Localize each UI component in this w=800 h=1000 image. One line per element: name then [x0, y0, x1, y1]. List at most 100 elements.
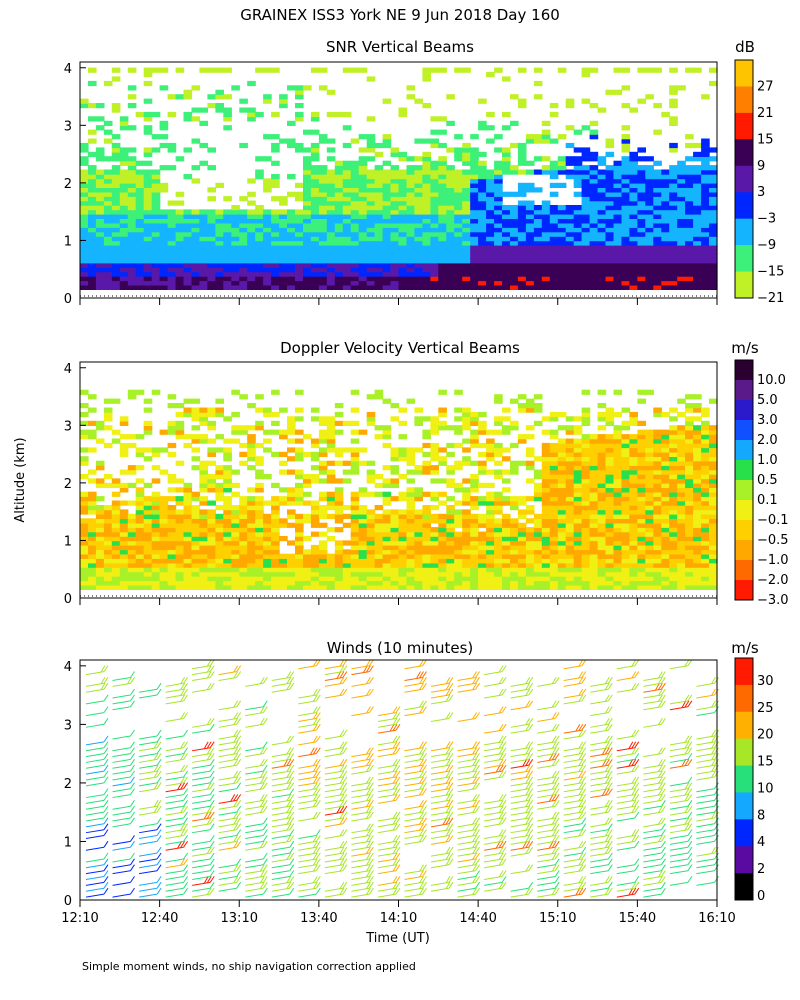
- heatmap-cell: [565, 536, 575, 542]
- heatmap-cell: [462, 178, 471, 184]
- heatmap-cell: [159, 540, 169, 546]
- heatmap-cell: [414, 420, 423, 426]
- heatmap-cell: [95, 205, 105, 211]
- heatmap-cell: [342, 447, 352, 453]
- heatmap-cell: [573, 491, 583, 497]
- heatmap-cell: [517, 407, 527, 413]
- heatmap-cell: [159, 505, 169, 511]
- heatmap-cell: [414, 536, 423, 542]
- heatmap-cell: [88, 191, 97, 197]
- heatmap-cell: [637, 280, 646, 286]
- heatmap-cell: [303, 187, 312, 193]
- heatmap-cell: [470, 236, 479, 242]
- heatmap-cell: [685, 509, 694, 515]
- heatmap-cell: [517, 540, 527, 546]
- heatmap-cell: [358, 191, 368, 197]
- heatmap-cell: [135, 258, 145, 264]
- heatmap-cell: [287, 562, 296, 568]
- heatmap-cell: [502, 209, 511, 215]
- heatmap-cell: [414, 98, 423, 104]
- heatmap-cell: [279, 407, 288, 413]
- heatmap-cell: [223, 438, 232, 444]
- heatmap-cell: [143, 509, 153, 515]
- heatmap-cell: [127, 522, 137, 528]
- heatmap-cell: [239, 425, 248, 431]
- heatmap-cell: [541, 562, 551, 568]
- heatmap-cell: [613, 491, 623, 497]
- heatmap-cell: [255, 536, 264, 542]
- heatmap-cell: [183, 227, 193, 233]
- heatmap-cell: [318, 438, 328, 444]
- heatmap-cell: [374, 253, 384, 259]
- heatmap-cell: [271, 209, 280, 215]
- heatmap-cell: [701, 213, 710, 219]
- heatmap-cell: [263, 262, 272, 268]
- heatmap-cell: [645, 474, 654, 480]
- heatmap-cell: [127, 575, 137, 582]
- heatmap-cell: [358, 156, 368, 162]
- heatmap-cell: [255, 420, 264, 426]
- heatmap-cell: [390, 249, 400, 255]
- heatmap-cell: [470, 536, 479, 542]
- heatmap-cell: [589, 540, 599, 546]
- heatmap-cell: [645, 505, 654, 511]
- heatmap-cell: [382, 218, 392, 224]
- heatmap-cell: [589, 447, 599, 453]
- heatmap-cell: [80, 191, 89, 197]
- heatmap-cell: [446, 575, 455, 582]
- heatmap-cell: [231, 411, 240, 418]
- heatmap-cell: [207, 267, 216, 273]
- heatmap-cell: [709, 509, 718, 515]
- heatmap-cell: [709, 244, 718, 251]
- heatmap-cell: [103, 156, 113, 162]
- heatmap-cell: [549, 182, 559, 188]
- heatmap-cell: [135, 505, 145, 511]
- heatmap-cell: [350, 178, 360, 184]
- heatmap-cell: [669, 280, 678, 286]
- heatmap-cell: [422, 213, 431, 219]
- heatmap-cell: [167, 403, 177, 409]
- heatmap-cell: [103, 275, 113, 282]
- heatmap-cell: [80, 200, 89, 206]
- heatmap-cell: [573, 209, 583, 215]
- heatmap-cell: [350, 491, 360, 497]
- heatmap-cell: [135, 244, 145, 251]
- heatmap-cell: [541, 165, 551, 171]
- heatmap-cell: [581, 544, 591, 551]
- heatmap-cell: [119, 222, 129, 228]
- heatmap-cell: [589, 567, 599, 573]
- heatmap-cell: [334, 505, 344, 511]
- heatmap-cell: [565, 236, 575, 242]
- heatmap-cell: [303, 536, 312, 542]
- heatmap-cell: [271, 67, 280, 73]
- heatmap-cell: [621, 513, 631, 519]
- heatmap-cell: [621, 491, 631, 497]
- heatmap-cell: [95, 213, 105, 219]
- heatmap-cell: [517, 549, 527, 555]
- heatmap-cell: [422, 416, 431, 422]
- heatmap-cell: [557, 213, 567, 219]
- heatmap-cell: [119, 280, 129, 286]
- heatmap-cell: [334, 567, 344, 573]
- heatmap-cell: [669, 85, 678, 91]
- heatmap-cell: [111, 567, 121, 573]
- heatmap-cell: [127, 209, 137, 215]
- heatmap-cell: [382, 398, 392, 404]
- heatmap-cell: [494, 500, 503, 506]
- heatmap-cell: [621, 196, 631, 202]
- heatmap-cell: [669, 271, 678, 277]
- heatmap-cell: [597, 571, 607, 577]
- heatmap-cell: [135, 262, 145, 268]
- heatmap-cell: [175, 553, 185, 559]
- heatmap-cell: [271, 271, 280, 277]
- heatmap-cell: [589, 249, 599, 255]
- heatmap-cell: [637, 536, 646, 542]
- heatmap-cell: [645, 191, 654, 197]
- heatmap-cell: [247, 531, 256, 537]
- heatmap-cell: [334, 169, 344, 175]
- heatmap-cell: [199, 438, 208, 444]
- heatmap-cell: [525, 509, 535, 515]
- heatmap-cell: [247, 496, 256, 502]
- heatmap-cell: [701, 156, 710, 162]
- heatmap-cell: [374, 474, 384, 480]
